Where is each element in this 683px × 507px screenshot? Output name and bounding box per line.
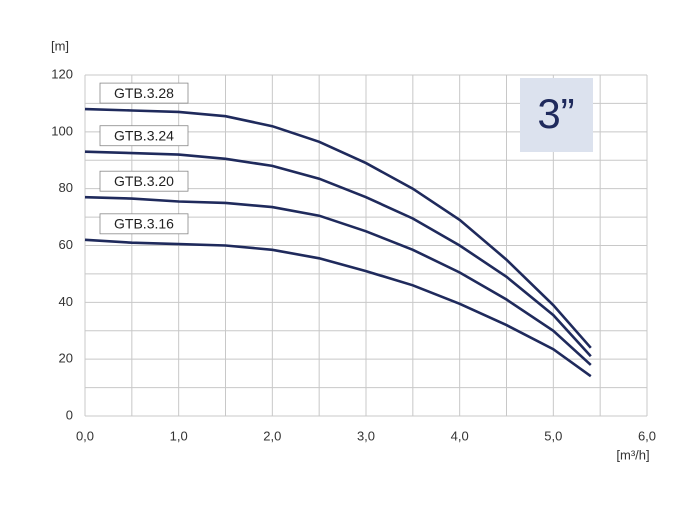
x-tick-label: 2,0 — [263, 428, 281, 443]
curve — [84, 195, 592, 366]
curve-label-text: GTB.3.28 — [114, 85, 174, 101]
curve — [84, 107, 592, 349]
curve-label: GTB.3.20 — [99, 170, 189, 192]
curve-label-box — [99, 170, 189, 192]
x-tick-label: 1,0 — [170, 428, 188, 443]
y-tick-label: 100 — [51, 123, 73, 138]
curve — [84, 238, 592, 378]
curve-label: GTB.3.24 — [99, 125, 189, 147]
curve-label: GTB.3.28 — [99, 82, 189, 104]
x-tick-label: 3,0 — [357, 428, 375, 443]
y-tick-label: 40 — [59, 294, 73, 309]
curve-label-box — [99, 82, 189, 104]
y-tick-label: 120 — [51, 66, 73, 81]
x-tick-label: 6,0 — [638, 428, 656, 443]
curve-label-box — [99, 125, 189, 147]
curve — [84, 150, 592, 358]
curve-label: GTB.3.16 — [99, 213, 189, 235]
y-tick-label: 20 — [59, 351, 73, 366]
curve-label-text: GTB.3.16 — [114, 216, 174, 232]
y-tick-label: 0 — [66, 407, 73, 422]
x-axis-label: [m³/h] — [616, 447, 649, 462]
x-tick-label: 4,0 — [451, 428, 469, 443]
curve-label-box — [99, 213, 189, 235]
curve-label-text: GTB.3.24 — [114, 127, 174, 143]
x-tick-label: 5,0 — [544, 428, 562, 443]
badge-text: 3” — [537, 90, 574, 137]
y-axis-label: [m] — [51, 38, 69, 53]
y-tick-label: 60 — [59, 237, 73, 252]
badge-box — [520, 78, 593, 152]
x-tick-label: 0,0 — [76, 428, 94, 443]
y-tick-label: 80 — [59, 180, 73, 195]
curve-label-text: GTB.3.20 — [114, 173, 174, 189]
